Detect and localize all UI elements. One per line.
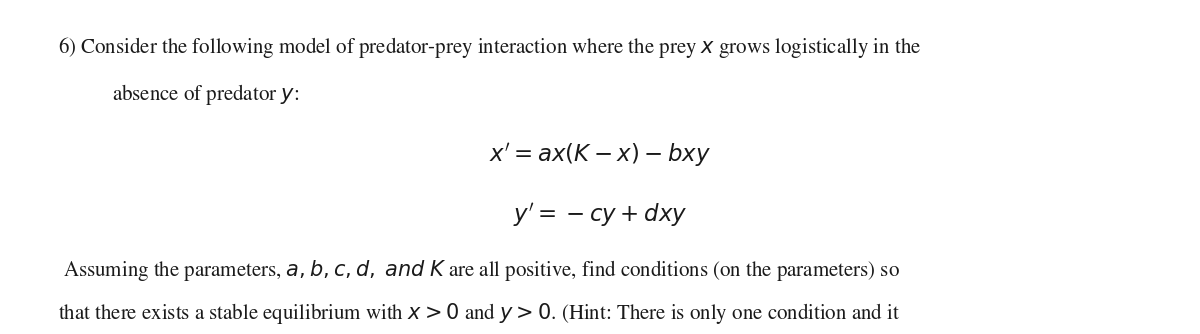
Text: Assuming the parameters, $a, b, c, d,$ $\mathit{and}$ $K$ are all positive, find: Assuming the parameters, $a, b, c, d,$ $… — [58, 258, 900, 283]
Text: $x^{\prime} = ax(K - x) - bxy$: $x^{\prime} = ax(K - x) - bxy$ — [488, 142, 712, 170]
Text: 6) Consider the following model of predator-prey interaction where the prey $\ma: 6) Consider the following model of preda… — [58, 35, 920, 60]
Text: that there exists a stable equilibrium with $x > 0$ and $y > 0$. (Hint: There is: that there exists a stable equilibrium w… — [58, 301, 900, 326]
Text: absence of predator $\mathit{y}$:: absence of predator $\mathit{y}$: — [112, 82, 299, 107]
Text: $y^{\prime} = -cy + dxy$: $y^{\prime} = -cy + dxy$ — [512, 202, 688, 230]
